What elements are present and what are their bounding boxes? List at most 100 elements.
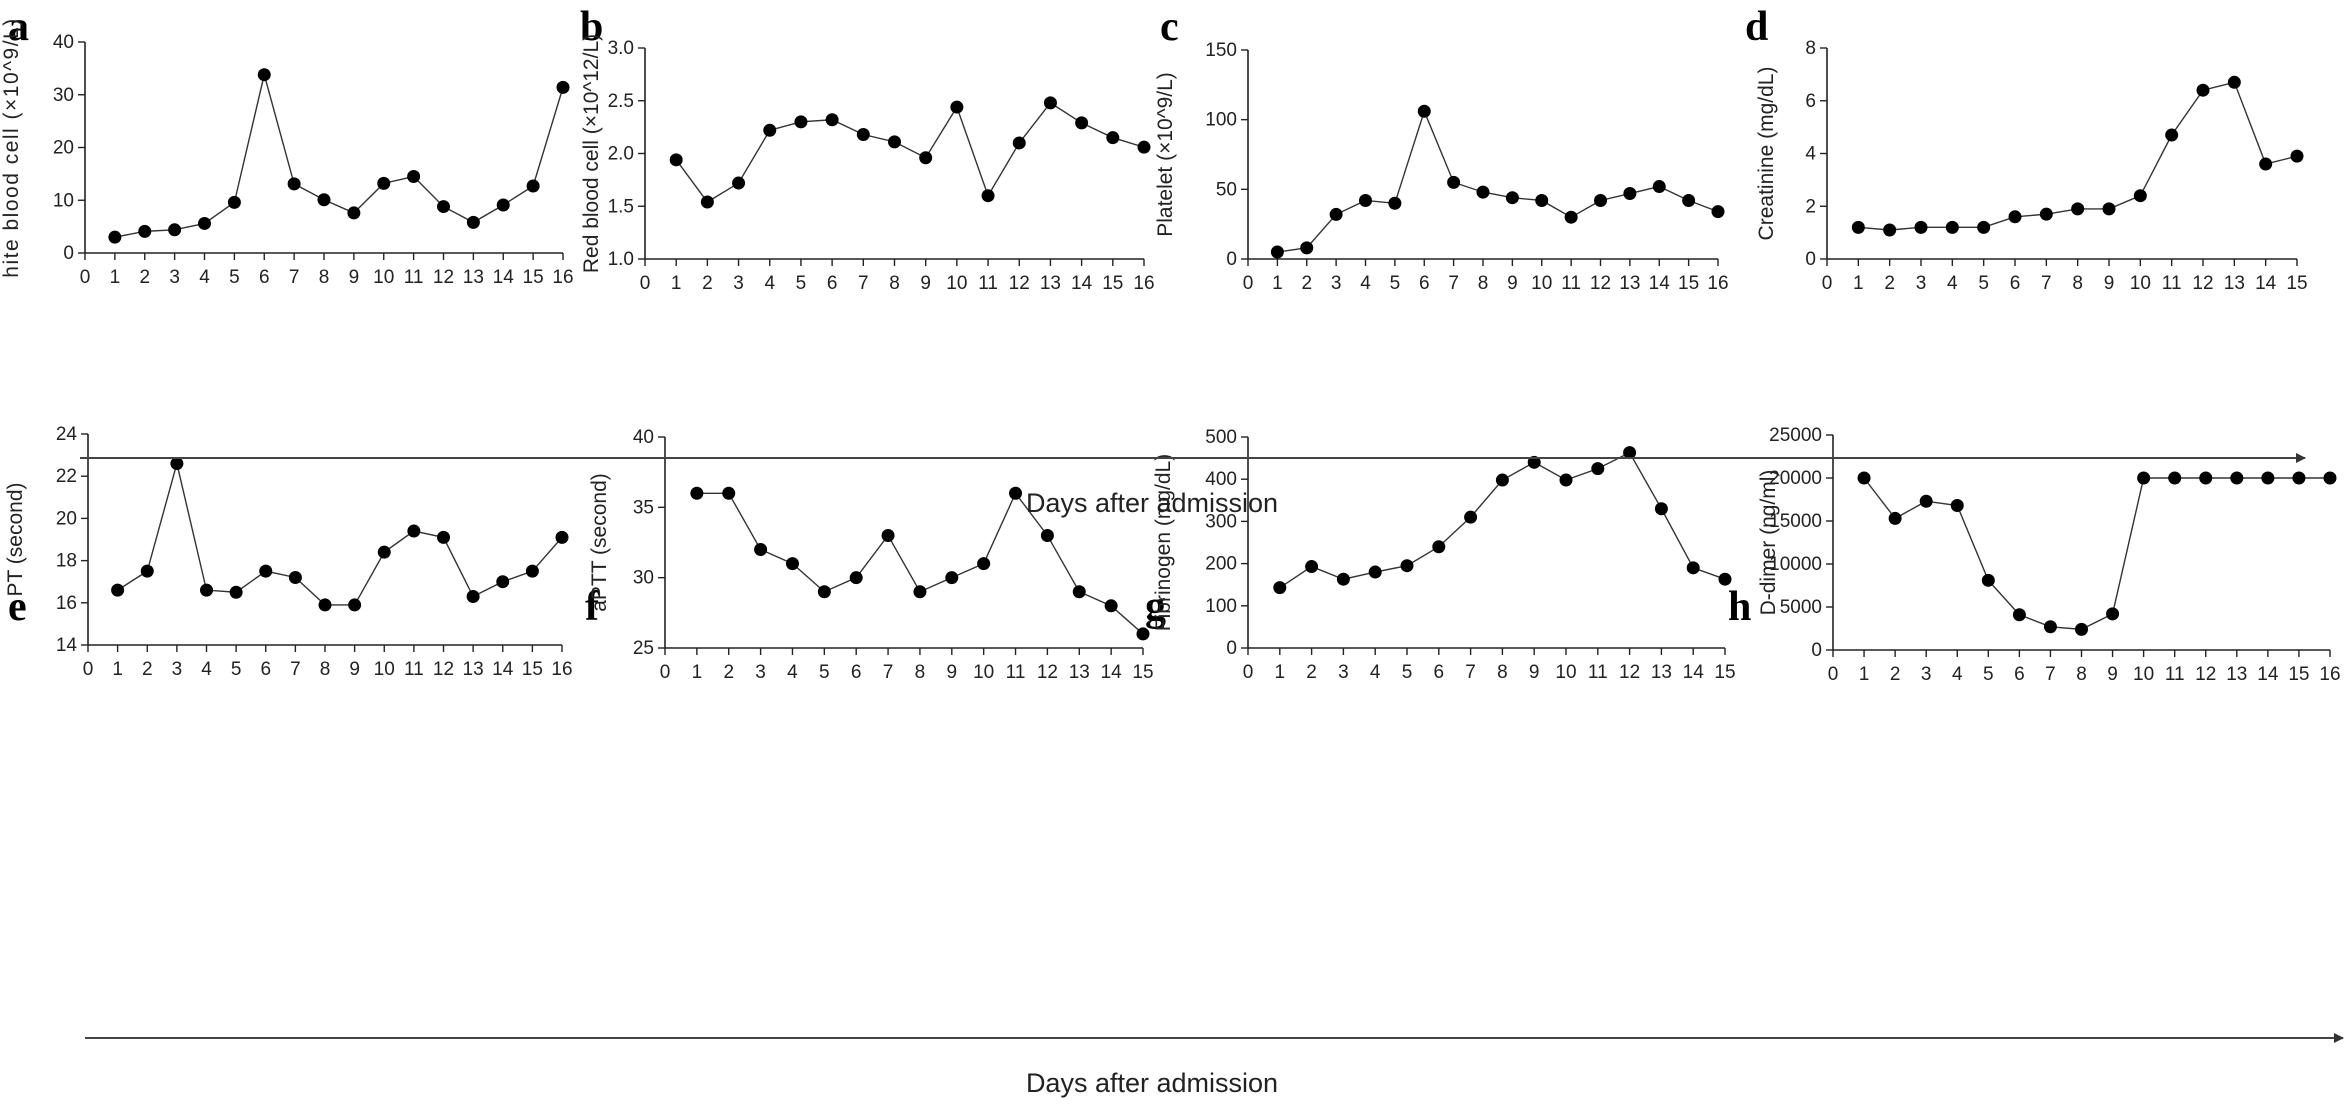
data-point [1137,140,1151,154]
x-tick-label: 14 [493,267,515,288]
data-point [1591,462,1605,476]
series-line [1277,109,1719,253]
x-tick-label: 0 [1243,662,1254,683]
x-tick-label: 4 [199,267,210,288]
data-point [525,564,539,578]
x-tick-label: 9 [947,662,958,683]
x-tick-label: 10 [973,662,994,683]
x-tick-label: 13 [1069,662,1090,683]
data-point [2168,471,2182,485]
x-tick-label: 5 [1978,273,1989,294]
y-tick-label: 2 [1805,196,1816,217]
data-point [2075,622,2088,636]
y-tick-label: 0 [63,243,74,264]
x-tick-label: 12 [433,267,454,288]
y-tick-label: 5000 [1780,597,1822,618]
x-tick-label: 6 [827,273,838,294]
data-point [2323,471,2337,485]
data-point [1914,220,1928,234]
x-tick-label: 7 [1465,662,1476,683]
x-tick-label: 13 [2224,273,2245,294]
y-tick-label: 40 [53,32,74,53]
x-tick-label: 2 [1890,664,1901,685]
data-point [919,151,933,165]
x-tick-label: 1 [671,273,682,294]
data-point [2165,128,2179,142]
x-tick-label: 2 [1301,273,1312,294]
y-tick-label: 35 [633,497,654,518]
y-axis-label: Creatinine (mg/dL) [1755,67,1778,241]
x-tick-label: 10 [373,267,394,288]
data-point [2230,471,2244,485]
x-tick-label: 11 [404,659,424,680]
x-tick-label: 14 [1683,662,1705,683]
x-tick-label: 6 [2014,664,2025,685]
data-point [198,216,211,230]
data-point [1329,207,1343,221]
y-tick-label: 4 [1805,144,1816,165]
data-point [722,486,736,500]
y-tick-label: 25000 [1769,425,1822,446]
x-tick-label: 3 [733,273,744,294]
data-point [1977,220,1991,234]
x-tick-label: 8 [320,659,331,680]
y-tick-label: 0 [1811,640,1822,661]
data-point [407,170,421,184]
data-point [1075,116,1089,130]
data-point [2196,83,2210,97]
data-point [1447,175,1461,189]
panel-letter: e [8,584,27,630]
x-tick-label: 14 [1649,273,1671,294]
data-point [1305,560,1319,574]
x-tick-label: 15 [2288,664,2309,685]
x-tick-label: 5 [1402,662,1413,683]
x-tick-label: 7 [2045,664,2056,685]
x-tick-label: 7 [289,267,300,288]
x-tick-label: 2 [139,267,150,288]
x-tick-label: 12 [433,659,454,680]
data-point [168,223,182,237]
x-tick-label: 13 [2226,664,2247,685]
data-point [2071,202,2085,216]
x-tick-label: 12 [2192,273,2213,294]
data-point [1072,585,1086,599]
x-tick-label: 0 [80,267,91,288]
data-point [288,570,302,584]
x-tick-label: 8 [915,662,926,683]
x-tick-label: 4 [764,273,775,294]
data-point [2261,471,2275,485]
x-tick-label: 10 [1531,273,1552,294]
x-tick-label: 9 [920,273,931,294]
x-tick-label: 4 [1952,664,1963,685]
x-tick-label: 5 [231,659,242,680]
panel-letter: a [8,4,29,50]
data-point [1012,136,1026,150]
data-point [317,193,331,207]
data-point [1136,627,1150,641]
x-tick-label: 5 [796,273,807,294]
data-point [2043,620,2057,634]
x-tick-label: 15 [1714,662,1735,683]
x-tick-label: 7 [858,273,869,294]
y-tick-label: 30 [633,568,654,589]
y-tick-label: 500 [1205,427,1237,448]
data-point [1654,502,1668,516]
data-point [913,585,927,599]
panel-letter: c [1160,4,1179,50]
x-tick-label: 1 [112,659,123,680]
data-point [1495,473,1509,487]
x-tick-label: 0 [640,273,651,294]
x-tick-label: 2 [1884,273,1895,294]
y-axis-label: hite blood cell (×10^9/L) [0,17,23,277]
x-tick-label: 5 [819,662,830,683]
data-point [259,564,273,578]
x-tick-label: 9 [2107,664,2118,685]
x-tick-label: 15 [523,267,544,288]
x-tick-label: 7 [290,659,301,680]
x-tick-label: 5 [1983,664,1994,685]
x-tick-label: 12 [1619,662,1640,683]
x-tick-label: 3 [172,659,183,680]
